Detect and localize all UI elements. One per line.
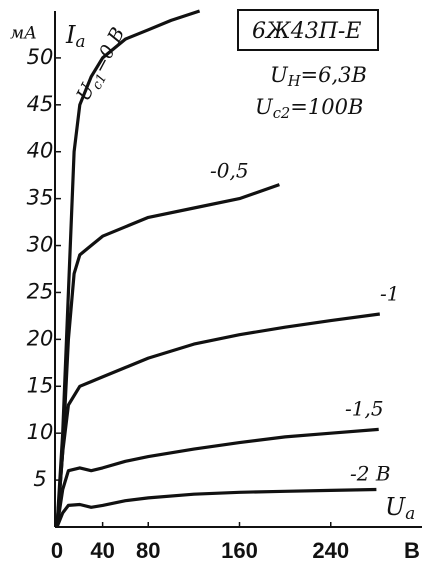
y-tick-label: 20 (27, 326, 54, 350)
series-line (55, 427, 379, 528)
series-line (55, 183, 280, 528)
condition-sub: c2 (273, 105, 291, 122)
y-tick-label: 25 (27, 279, 54, 303)
condition-main: U (255, 95, 274, 119)
y-label: Ia (65, 21, 86, 51)
y-tick-label: 30 (27, 233, 54, 257)
series-label: -2 B (350, 462, 391, 486)
series-label: -0,5 (210, 159, 249, 183)
x-tick-label: 0 (51, 538, 63, 563)
condition-rest: =100B (290, 95, 363, 119)
series-label-sub: c1 (89, 71, 110, 92)
series-label: -1 (380, 282, 399, 306)
y-tick-label: 35 (27, 186, 54, 210)
x-label: Ua (385, 493, 415, 523)
y-tick-label: 50 (27, 45, 54, 69)
x-unit: B (404, 538, 420, 563)
condition-main: U (270, 63, 289, 87)
condition-sub: H (287, 73, 302, 90)
x-tick-label: 160 (221, 538, 258, 563)
x-tick-label: 240 (312, 538, 349, 563)
x-tick-label: 80 (136, 538, 160, 563)
y-unit: мА (10, 24, 37, 44)
condition: Uc2=100B (255, 95, 363, 123)
tube-box (237, 9, 379, 51)
condition-rest: =6,3B (301, 63, 367, 87)
series-line (55, 312, 381, 528)
x-tick-label: 40 (90, 538, 114, 563)
x-label-sub: a (405, 503, 415, 523)
y-label-sub: a (75, 31, 85, 51)
y-tick-label: 40 (27, 139, 54, 163)
series-line (55, 9, 201, 528)
y-tick-label: 10 (27, 420, 54, 444)
condition: UH=6,3B (270, 63, 367, 91)
x-label-main: U (385, 493, 406, 521)
y-tick-label: 45 (27, 92, 54, 116)
tube-label: 6Ж43П-Е (252, 19, 361, 44)
y-tick-label: 5 (33, 467, 46, 491)
series-line (55, 487, 377, 528)
y-tick-label: 15 (27, 373, 54, 397)
y-label-main: I (65, 21, 76, 49)
series-label: -1,5 (345, 397, 384, 421)
